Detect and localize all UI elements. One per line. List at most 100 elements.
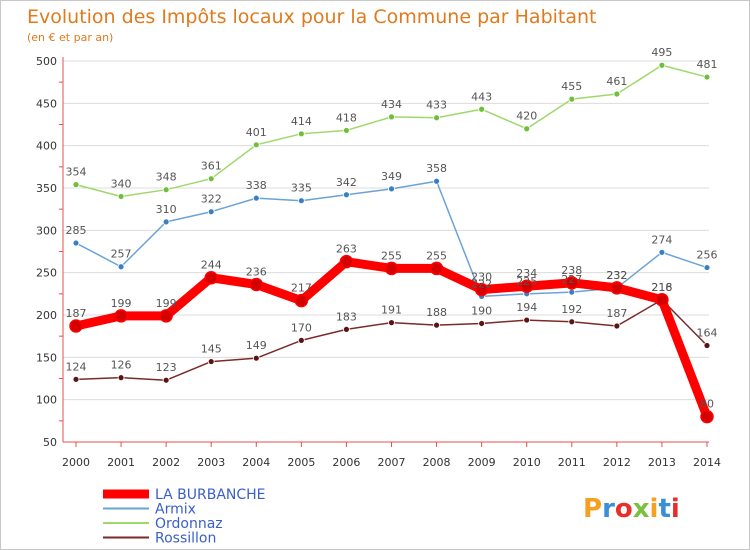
point-rossillon bbox=[162, 376, 170, 384]
data-label-ordonnaz: 418 bbox=[336, 111, 357, 124]
point-la-burbanche bbox=[610, 281, 624, 295]
data-label-la-burbanche: 187 bbox=[66, 307, 87, 320]
point-rossillon bbox=[72, 375, 80, 383]
data-label-la-burbanche: 255 bbox=[426, 249, 447, 262]
point-la-burbanche bbox=[294, 293, 309, 308]
data-label-la-burbanche: 199 bbox=[156, 297, 177, 310]
data-label-armix: 358 bbox=[426, 162, 447, 175]
data-label-armix: 232 bbox=[606, 269, 627, 282]
data-labels: 285 257 310 322 338 335 342 349 358 222 225 227 232 2… bbox=[66, 46, 718, 410]
data-label-ordonnaz: 461 bbox=[606, 75, 627, 88]
data-label-rossillon: 194 bbox=[516, 301, 537, 314]
data-label-rossillon: 124 bbox=[66, 360, 87, 373]
point-rossillon bbox=[478, 320, 486, 327]
y-tick-label: 250 bbox=[36, 267, 57, 280]
point-la-burbanche bbox=[384, 261, 399, 276]
point-rossillon bbox=[703, 342, 711, 349]
data-label-armix: 256 bbox=[697, 249, 718, 262]
data-label-ordonnaz: 414 bbox=[291, 115, 312, 128]
point-la-burbanche bbox=[474, 282, 489, 297]
data-label-la-burbanche: 218 bbox=[651, 281, 672, 294]
proxiti-logo: Proxiti bbox=[583, 494, 680, 524]
y-tick-label: 150 bbox=[36, 351, 57, 364]
point-ordonnaz bbox=[117, 193, 125, 200]
point-armix bbox=[343, 191, 350, 199]
point-la-burbanche bbox=[204, 270, 218, 285]
legend-label-armix: Armix bbox=[155, 502, 196, 518]
point-armix bbox=[388, 185, 395, 193]
x-tick-label: 2003 bbox=[197, 456, 225, 469]
data-label-armix: 338 bbox=[246, 179, 267, 192]
data-label-ordonnaz: 455 bbox=[561, 80, 582, 93]
point-ordonnaz bbox=[568, 95, 576, 103]
point-la-burbanche bbox=[655, 293, 669, 307]
point-armix bbox=[433, 177, 440, 185]
data-label-la-burbanche: 238 bbox=[561, 264, 582, 277]
data-label-la-burbanche: 217 bbox=[291, 282, 312, 295]
point-rossillon bbox=[613, 322, 621, 330]
data-label-rossillon: 170 bbox=[291, 321, 312, 334]
data-label-ordonnaz: 434 bbox=[381, 98, 402, 111]
data-label-ordonnaz: 420 bbox=[516, 110, 537, 123]
y-tick-label: 300 bbox=[36, 224, 57, 237]
chart-subtitle: (en € et par an) bbox=[27, 31, 113, 44]
point-ordonnaz bbox=[478, 105, 486, 113]
data-label-la-burbanche: 244 bbox=[201, 259, 222, 272]
x-tick-label: 2012 bbox=[603, 456, 631, 469]
y-tick-label: 200 bbox=[36, 309, 57, 322]
point-rossillon bbox=[388, 319, 395, 327]
data-label-rossillon: 149 bbox=[246, 339, 267, 352]
data-label-armix: 322 bbox=[201, 193, 222, 206]
data-label-rossillon: 188 bbox=[426, 306, 447, 319]
data-label-ordonnaz: 433 bbox=[426, 99, 447, 112]
data-label-armix: 349 bbox=[381, 170, 402, 183]
point-ordonnaz bbox=[297, 130, 305, 138]
data-label-ordonnaz: 361 bbox=[201, 160, 222, 173]
data-label-ordonnaz: 354 bbox=[66, 166, 87, 179]
point-armix bbox=[162, 218, 170, 226]
x-tick-label: 2011 bbox=[558, 456, 586, 469]
data-label-rossillon: 126 bbox=[111, 359, 132, 372]
y-tick-label: 400 bbox=[36, 140, 57, 153]
y-tick-label: 450 bbox=[36, 97, 57, 110]
point-la-burbanche bbox=[339, 254, 354, 269]
data-label-armix: 335 bbox=[291, 182, 312, 195]
x-tick-label: 2000 bbox=[62, 456, 90, 469]
data-label-armix: 274 bbox=[651, 233, 672, 246]
point-rossillon bbox=[207, 358, 215, 365]
point-la-burbanche bbox=[159, 309, 173, 323]
data-label-armix: 342 bbox=[336, 176, 357, 189]
y-tick-label: 500 bbox=[36, 55, 57, 68]
x-tick-label: 2002 bbox=[152, 456, 180, 469]
point-ordonnaz bbox=[343, 127, 350, 134]
data-label-ordonnaz: 348 bbox=[156, 171, 177, 184]
point-ordonnaz bbox=[658, 61, 666, 69]
x-tick-label: 2001 bbox=[107, 456, 135, 469]
x-tick-label: 2009 bbox=[468, 456, 496, 469]
point-la-burbanche bbox=[519, 279, 534, 293]
axes: 50 100 150 200 250 300 350 400 450 500 2000 2001 200… bbox=[36, 55, 721, 469]
point-armix bbox=[568, 288, 576, 296]
data-label-ordonnaz: 401 bbox=[246, 126, 267, 139]
legend-label-rossillon: Rossillon bbox=[155, 531, 216, 547]
x-tick-label: 2013 bbox=[648, 456, 676, 469]
point-armix bbox=[207, 208, 215, 216]
data-label-armix: 257 bbox=[111, 248, 132, 261]
point-rossillon bbox=[523, 316, 531, 324]
point-rossillon bbox=[252, 354, 260, 362]
data-label-armix: 225 bbox=[516, 275, 537, 288]
y-tick-label: 100 bbox=[36, 394, 57, 407]
point-la-burbanche bbox=[249, 277, 264, 292]
data-label-armix: 222 bbox=[471, 277, 492, 290]
data-label-rossillon: 192 bbox=[561, 303, 582, 316]
x-tick-label: 2008 bbox=[423, 456, 451, 469]
point-armix bbox=[117, 263, 125, 271]
series-layer bbox=[69, 61, 714, 424]
x-tick-label: 2010 bbox=[513, 456, 541, 469]
data-label-rossillon: 216 bbox=[651, 281, 672, 294]
point-ordonnaz bbox=[72, 181, 80, 189]
data-label-la-burbanche: 236 bbox=[246, 266, 267, 279]
data-label-la-burbanche: 80 bbox=[700, 398, 714, 411]
data-label-ordonnaz: 481 bbox=[697, 58, 718, 71]
data-label-ordonnaz: 340 bbox=[111, 177, 132, 190]
